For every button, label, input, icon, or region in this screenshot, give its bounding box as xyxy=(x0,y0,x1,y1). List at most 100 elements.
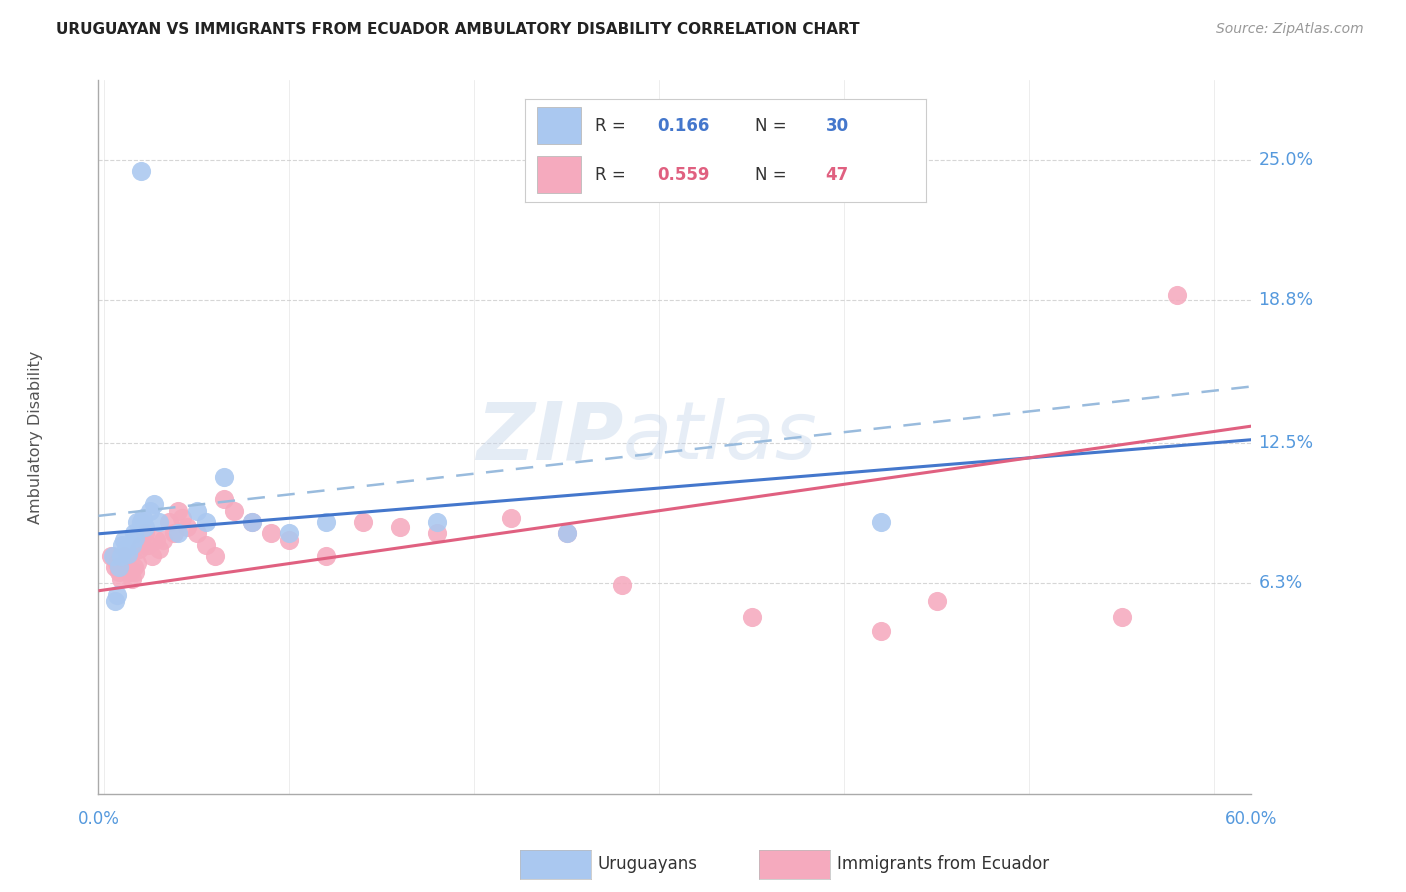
Point xyxy=(129,164,152,178)
Point xyxy=(139,504,162,518)
Text: 25.0%: 25.0% xyxy=(1258,151,1313,169)
Point xyxy=(138,538,160,552)
Point xyxy=(870,624,893,638)
Point xyxy=(122,526,145,541)
Text: atlas: atlas xyxy=(623,398,818,476)
Text: Ambulatory Disability: Ambulatory Disability xyxy=(28,351,42,524)
Text: N =: N = xyxy=(755,166,793,184)
Point xyxy=(204,549,226,563)
Text: 60.0%: 60.0% xyxy=(1225,810,1278,828)
Point xyxy=(278,526,301,541)
Text: 12.5%: 12.5% xyxy=(1258,434,1313,451)
Point xyxy=(127,556,149,570)
Point xyxy=(214,469,236,483)
Point xyxy=(117,560,139,574)
Point xyxy=(117,547,139,561)
Point xyxy=(128,542,150,557)
Point xyxy=(222,504,245,518)
Point xyxy=(148,542,170,557)
Point xyxy=(194,515,217,529)
Point xyxy=(315,549,337,563)
Point xyxy=(141,549,163,563)
Point xyxy=(110,572,132,586)
Point xyxy=(426,526,449,541)
Point xyxy=(107,565,129,579)
Text: ZIP: ZIP xyxy=(475,398,623,476)
Point xyxy=(741,610,763,624)
Text: 0.166: 0.166 xyxy=(657,117,710,135)
Point xyxy=(142,497,165,511)
Point xyxy=(127,515,149,529)
Point xyxy=(501,510,523,524)
Point xyxy=(555,526,578,541)
Text: R =: R = xyxy=(595,166,631,184)
Text: Immigrants from Ecuador: Immigrants from Ecuador xyxy=(837,855,1049,873)
Point xyxy=(148,515,170,529)
Point xyxy=(186,526,208,541)
Text: Uruguayans: Uruguayans xyxy=(598,855,697,873)
Point xyxy=(555,526,578,541)
Text: 0.559: 0.559 xyxy=(657,166,710,184)
Point xyxy=(259,526,281,541)
Point xyxy=(194,538,217,552)
Point xyxy=(110,549,132,563)
Point xyxy=(1166,288,1188,302)
Text: 6.3%: 6.3% xyxy=(1258,574,1302,592)
Point xyxy=(129,538,152,552)
FancyBboxPatch shape xyxy=(537,107,581,145)
Point xyxy=(124,565,146,579)
Text: URUGUAYAN VS IMMIGRANTS FROM ECUADOR AMBULATORY DISABILITY CORRELATION CHART: URUGUAYAN VS IMMIGRANTS FROM ECUADOR AMB… xyxy=(56,22,860,37)
Point xyxy=(115,556,138,570)
Point xyxy=(107,560,129,574)
Point xyxy=(176,519,198,533)
Point xyxy=(112,533,135,548)
Text: R =: R = xyxy=(595,117,631,135)
Point xyxy=(426,515,449,529)
Point xyxy=(104,560,127,574)
Point xyxy=(170,510,193,524)
Text: Source: ZipAtlas.com: Source: ZipAtlas.com xyxy=(1216,22,1364,37)
Point xyxy=(167,526,190,541)
Point xyxy=(105,556,128,570)
Point xyxy=(145,533,167,548)
FancyBboxPatch shape xyxy=(537,156,581,194)
Text: 30: 30 xyxy=(825,117,849,135)
Text: 18.8%: 18.8% xyxy=(1258,291,1313,309)
Point xyxy=(132,510,155,524)
Point xyxy=(870,515,893,529)
Point xyxy=(610,578,633,592)
Point xyxy=(112,549,135,563)
Point xyxy=(134,526,156,541)
Point xyxy=(167,504,190,518)
Point xyxy=(278,533,301,548)
Text: 47: 47 xyxy=(825,166,849,184)
Point xyxy=(121,538,143,552)
Point xyxy=(389,519,412,533)
Point xyxy=(315,515,337,529)
Point xyxy=(121,572,143,586)
Point xyxy=(111,538,134,552)
Point xyxy=(352,515,374,529)
Text: N =: N = xyxy=(755,117,793,135)
Point xyxy=(134,519,156,533)
Point xyxy=(129,515,152,529)
Point xyxy=(105,588,128,602)
Point xyxy=(103,549,125,563)
Point xyxy=(240,515,263,529)
Point xyxy=(157,515,180,529)
Point xyxy=(186,504,208,518)
Point xyxy=(104,594,127,608)
Point xyxy=(115,542,138,557)
Point xyxy=(163,526,186,541)
Point xyxy=(925,594,948,608)
Point xyxy=(100,549,122,563)
Point xyxy=(1111,610,1133,624)
Point xyxy=(124,531,146,545)
Text: 0.0%: 0.0% xyxy=(77,810,120,828)
Point xyxy=(240,515,263,529)
Point xyxy=(122,560,145,574)
Point xyxy=(214,492,236,507)
Point xyxy=(152,533,174,548)
Point xyxy=(111,560,134,574)
Point xyxy=(118,565,141,579)
